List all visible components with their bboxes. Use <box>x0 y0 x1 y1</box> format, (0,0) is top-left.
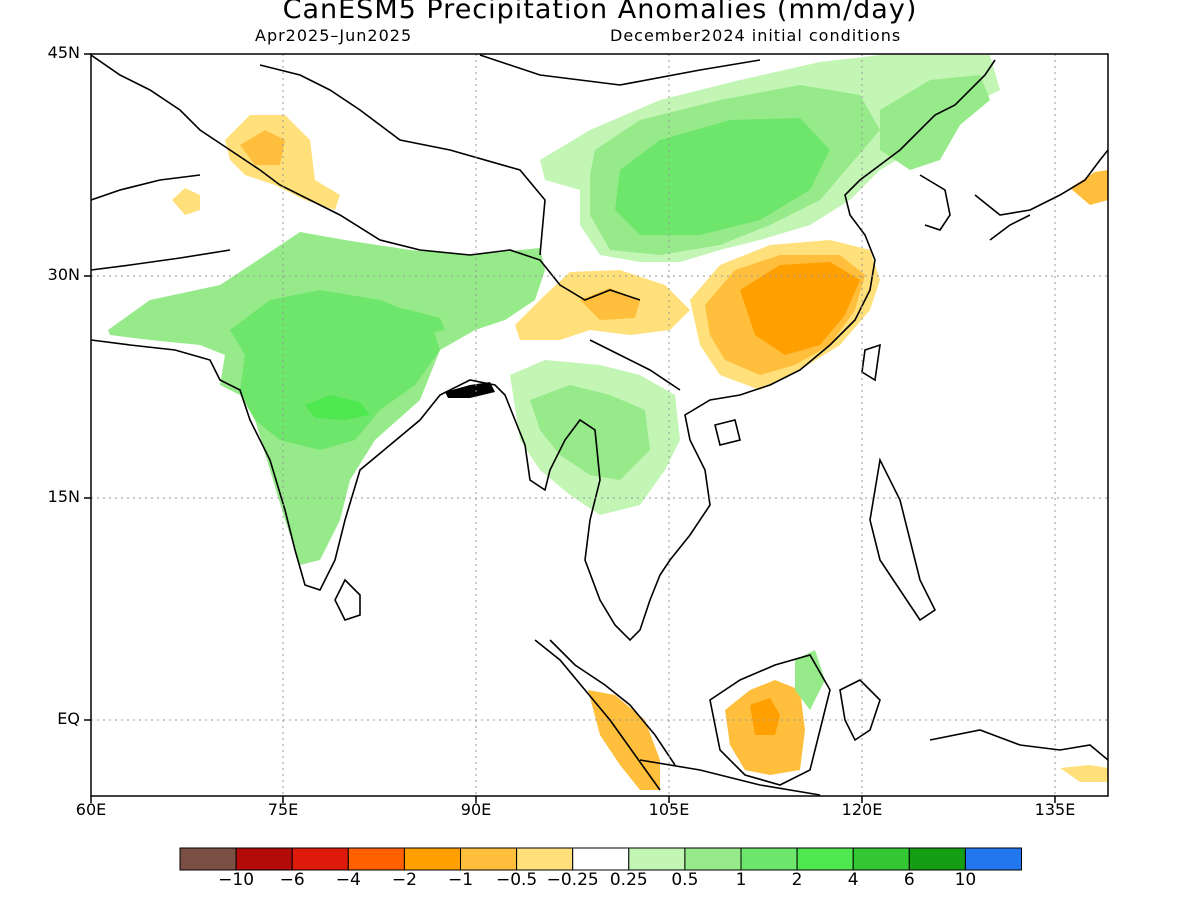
map-frame <box>90 53 1109 797</box>
legend-label: −0.5 <box>495 870 538 890</box>
legend-swatch <box>460 847 518 871</box>
legend-label: 2 <box>791 870 803 890</box>
lat-label-45n: 45N <box>47 43 80 62</box>
legend-label: −6 <box>279 870 305 890</box>
legend-swatch <box>291 847 349 871</box>
legend-swatch <box>628 847 686 871</box>
lat-label-eq: EQ <box>57 709 80 728</box>
legend-label: 4 <box>847 870 859 890</box>
legend-label: −2 <box>391 870 417 890</box>
anomaly-central-india <box>305 395 370 420</box>
legend-label: 1 <box>735 870 747 890</box>
coastlines <box>91 54 1108 796</box>
map-title: CanESM5 Precipitation Anomalies (mm/day) <box>282 0 918 25</box>
legend-label: 10 <box>954 870 977 890</box>
lon-label-105e: 105E <box>648 800 690 819</box>
legend-label: 0.5 <box>671 870 699 890</box>
gridlines <box>91 54 1108 796</box>
legend-swatch <box>235 847 293 871</box>
legend-swatch <box>516 847 574 871</box>
lon-label-135e: 135E <box>1034 800 1076 819</box>
forecast-period: Apr2025–Jun2025 <box>255 26 413 45</box>
lon-label-120e: 120E <box>841 800 883 819</box>
anomaly-southeast-china-core <box>740 262 860 355</box>
axis-ticks <box>84 53 1056 803</box>
anomaly-japan <box>1070 170 1108 205</box>
anomaly-indochina-inner <box>530 385 650 480</box>
map-area <box>91 54 1108 796</box>
anomaly-pakistan <box>172 188 200 215</box>
anomaly-new-guinea <box>1060 765 1108 782</box>
lat-label-15n: 15N <box>47 487 80 506</box>
lon-label-60e: 60E <box>75 800 107 819</box>
legend-swatch <box>740 847 798 871</box>
legend-swatch <box>684 847 742 871</box>
lon-label-75e: 75E <box>267 800 299 819</box>
anomaly-borneo-north <box>795 650 825 710</box>
legend-swatch <box>347 847 405 871</box>
legend-swatch <box>179 847 237 871</box>
legend-label: 0.25 <box>609 870 648 890</box>
legend-label: 6 <box>903 870 915 890</box>
initial-conditions: December2024 initial conditions <box>610 26 902 45</box>
legend-swatch <box>403 847 461 871</box>
legend-swatch <box>796 847 854 871</box>
anomaly-kashmir-inner <box>240 130 285 165</box>
legend-label: −1 <box>447 870 474 890</box>
legend-swatch <box>908 847 966 871</box>
anomaly-nepal <box>380 305 445 335</box>
legend-swatch <box>852 847 910 871</box>
bangladesh-delta <box>445 382 495 398</box>
lon-label-90e: 90E <box>460 800 492 819</box>
anomaly-borneo-core <box>750 698 780 735</box>
legend-label: −0.25 <box>546 870 599 890</box>
legend-swatch <box>572 847 630 871</box>
legend-swatch <box>964 847 1023 871</box>
lat-label-30n: 30N <box>47 265 80 284</box>
legend-label: −4 <box>335 870 361 890</box>
anomaly-northeast-china <box>880 75 990 170</box>
legend-label: −10 <box>218 870 255 890</box>
